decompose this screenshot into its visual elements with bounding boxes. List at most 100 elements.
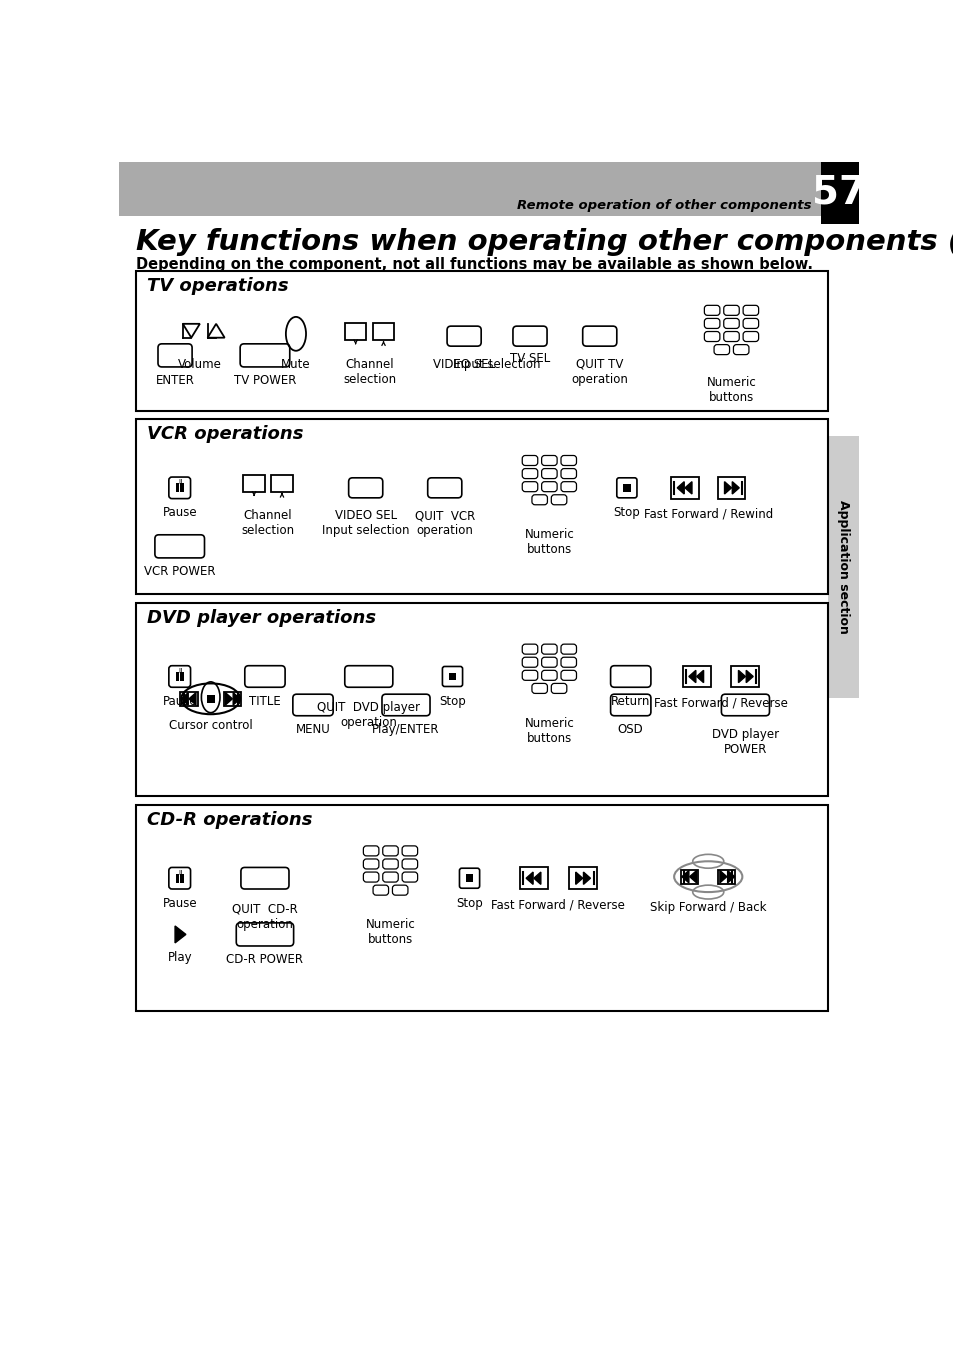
Bar bbox=[718, 870, 735, 884]
Text: VCR operations: VCR operations bbox=[147, 424, 303, 443]
Text: Numeric
buttons: Numeric buttons bbox=[524, 528, 574, 555]
Bar bbox=[820, 162, 858, 224]
Text: Skip Forward / Back: Skip Forward / Back bbox=[649, 901, 765, 915]
Bar bbox=[175, 484, 179, 493]
Text: Numeric
buttons: Numeric buttons bbox=[365, 919, 415, 946]
Polygon shape bbox=[534, 871, 540, 885]
Text: TV POWER: TV POWER bbox=[233, 374, 295, 386]
Bar bbox=[731, 666, 759, 688]
Text: DVD player operations: DVD player operations bbox=[147, 609, 375, 627]
Polygon shape bbox=[738, 670, 744, 682]
Text: Fast Forward / Reverse: Fast Forward / Reverse bbox=[491, 898, 624, 911]
Text: Play/ENTER: Play/ENTER bbox=[372, 723, 439, 736]
Polygon shape bbox=[225, 693, 233, 705]
Polygon shape bbox=[189, 693, 195, 705]
Bar bbox=[717, 477, 744, 499]
Text: 57: 57 bbox=[811, 174, 865, 212]
Polygon shape bbox=[689, 870, 696, 882]
Polygon shape bbox=[688, 670, 695, 682]
Text: Pause: Pause bbox=[162, 694, 197, 708]
Bar bbox=[827, 436, 858, 698]
Text: Pause: Pause bbox=[162, 897, 197, 909]
Polygon shape bbox=[727, 870, 734, 882]
Bar bbox=[344, 323, 366, 340]
Bar bbox=[175, 874, 179, 882]
Text: Ⅱ: Ⅱ bbox=[178, 870, 181, 875]
Text: OSD: OSD bbox=[618, 723, 643, 736]
Bar bbox=[136, 419, 827, 594]
Text: Cursor control: Cursor control bbox=[169, 719, 253, 732]
Bar bbox=[682, 666, 710, 688]
Text: MENU: MENU bbox=[295, 723, 330, 736]
Bar bbox=[136, 805, 827, 1012]
Text: QUIT  DVD player
operation: QUIT DVD player operation bbox=[317, 701, 420, 730]
Text: Mute: Mute bbox=[281, 358, 311, 370]
Polygon shape bbox=[575, 871, 582, 885]
Polygon shape bbox=[233, 693, 240, 705]
Bar bbox=[519, 867, 547, 889]
Text: ENTER: ENTER bbox=[155, 374, 194, 386]
Text: Channel
selection: Channel selection bbox=[343, 358, 395, 385]
Bar bbox=[180, 484, 183, 493]
Polygon shape bbox=[720, 870, 726, 882]
Text: Ⅱ: Ⅱ bbox=[178, 667, 181, 674]
Text: QUIT TV
operation: QUIT TV operation bbox=[571, 358, 627, 385]
Polygon shape bbox=[174, 925, 186, 943]
Text: Application section: Application section bbox=[836, 500, 849, 634]
Polygon shape bbox=[681, 870, 688, 882]
Polygon shape bbox=[732, 482, 739, 494]
Bar bbox=[180, 671, 183, 681]
Bar bbox=[465, 874, 473, 882]
Text: Stop: Stop bbox=[438, 694, 465, 708]
Bar bbox=[243, 474, 265, 492]
Polygon shape bbox=[696, 670, 703, 682]
Text: Input selection: Input selection bbox=[453, 358, 539, 370]
Bar bbox=[568, 867, 596, 889]
Text: QUIT  VCR
operation: QUIT VCR operation bbox=[415, 509, 475, 538]
Bar bbox=[448, 673, 456, 681]
Text: DVD player
POWER: DVD player POWER bbox=[711, 728, 779, 757]
Text: Depending on the component, not all functions may be available as shown below.: Depending on the component, not all func… bbox=[136, 257, 813, 272]
Text: Play: Play bbox=[167, 951, 192, 965]
Polygon shape bbox=[723, 482, 731, 494]
Polygon shape bbox=[583, 871, 590, 885]
Text: VIDEO SEL: VIDEO SEL bbox=[433, 358, 495, 370]
Text: CD-R operations: CD-R operations bbox=[147, 811, 313, 830]
Text: Return: Return bbox=[611, 694, 650, 708]
Text: VCR POWER: VCR POWER bbox=[144, 565, 215, 578]
Text: TV SEL: TV SEL bbox=[509, 351, 550, 365]
Polygon shape bbox=[677, 482, 683, 494]
Text: Numeric
buttons: Numeric buttons bbox=[706, 376, 756, 404]
Text: VIDEO SEL
Input selection: VIDEO SEL Input selection bbox=[321, 509, 409, 538]
Text: QUIT  CD-R
operation: QUIT CD-R operation bbox=[232, 902, 297, 931]
Text: Ⅱ: Ⅱ bbox=[178, 480, 181, 485]
Bar bbox=[119, 162, 858, 216]
Bar bbox=[670, 477, 699, 499]
Text: Stop: Stop bbox=[456, 897, 482, 909]
Text: TITLE: TITLE bbox=[249, 694, 280, 708]
Bar bbox=[175, 671, 179, 681]
Text: CD-R POWER: CD-R POWER bbox=[226, 952, 303, 966]
Polygon shape bbox=[525, 871, 533, 885]
Bar bbox=[680, 870, 698, 884]
Bar bbox=[136, 270, 827, 411]
Bar bbox=[271, 474, 293, 492]
Bar bbox=[180, 692, 197, 705]
Bar bbox=[373, 323, 394, 340]
Text: Key functions when operating other components (NV-701 only): Key functions when operating other compo… bbox=[136, 228, 953, 257]
Polygon shape bbox=[181, 693, 188, 705]
Text: TV operations: TV operations bbox=[147, 277, 289, 295]
Text: Stop: Stop bbox=[613, 507, 639, 519]
Text: Remote operation of other components: Remote operation of other components bbox=[517, 199, 810, 212]
Text: Fast Forward / Reverse: Fast Forward / Reverse bbox=[653, 697, 787, 709]
Text: Channel
selection: Channel selection bbox=[241, 509, 294, 538]
Bar bbox=[136, 604, 827, 796]
Text: Numeric
buttons: Numeric buttons bbox=[524, 716, 574, 744]
Bar bbox=[224, 692, 241, 705]
Text: Fast Forward / Rewind: Fast Forward / Rewind bbox=[643, 508, 772, 521]
Polygon shape bbox=[745, 670, 753, 682]
Bar bbox=[207, 694, 214, 703]
Bar bbox=[180, 874, 183, 882]
Text: Pause: Pause bbox=[162, 507, 197, 519]
Bar bbox=[622, 484, 630, 492]
